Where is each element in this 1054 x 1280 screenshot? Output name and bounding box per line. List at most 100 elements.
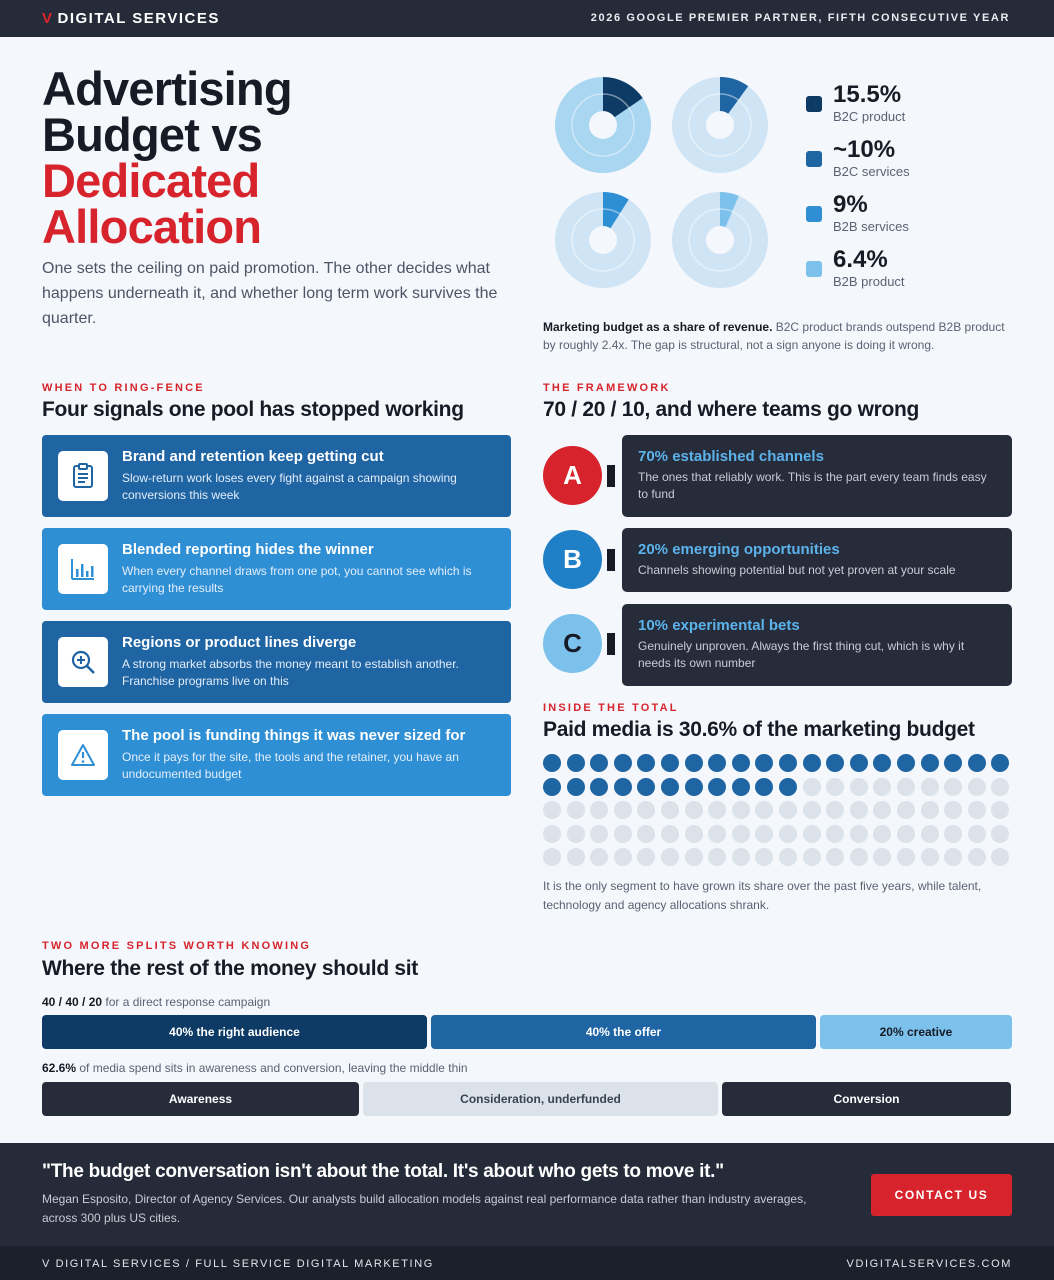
- dot-empty: [826, 848, 845, 866]
- dot-filled: [590, 754, 609, 772]
- paid-media-heading: Paid media is 30.6% of the marketing bud…: [543, 718, 975, 741]
- brand-logo[interactable]: V DIGITAL SERVICES: [42, 10, 220, 27]
- signal-desc: A strong market absorbs the money meant …: [122, 657, 459, 688]
- dot-filled: [684, 777, 703, 796]
- dot-empty: [543, 801, 561, 819]
- dot-filled: [755, 777, 774, 796]
- dot-filled: [661, 754, 679, 772]
- dot-empty: [897, 848, 915, 866]
- dot-empty: [897, 777, 915, 796]
- dot-empty: [920, 848, 939, 866]
- split2-text: of media spend sits in awareness and con…: [79, 1061, 468, 1075]
- signal-card: Blended reporting hides the winner When …: [42, 528, 511, 610]
- dot-empty: [755, 801, 774, 819]
- dot-filled: [897, 754, 915, 772]
- title-line-4: Allocation: [42, 200, 262, 253]
- framework-card: 70% established channels The ones that r…: [622, 435, 1012, 517]
- framework-title: 10% experimental bets: [638, 617, 800, 634]
- dot-empty: [731, 801, 750, 819]
- framework-heading: 70 / 20 / 10, and where teams go wrong: [543, 398, 920, 421]
- dot-empty: [826, 801, 845, 819]
- dot-filled: [755, 754, 774, 772]
- dot-empty: [967, 777, 986, 796]
- dot-empty: [849, 777, 868, 796]
- dot-empty: [944, 777, 963, 796]
- dot-empty: [566, 801, 585, 819]
- dot-empty: [661, 848, 679, 866]
- partner-tagline: 2026 GOOGLE PREMIER PARTNER, FIFTH CONSE…: [590, 12, 1010, 24]
- dot-empty: [897, 801, 915, 819]
- signal-card: Regions or product lines diverge A stron…: [42, 621, 511, 703]
- framework-title: 70% established channels: [638, 448, 824, 465]
- dot-filled: [543, 754, 561, 772]
- framework-letter-b: B: [543, 530, 602, 589]
- donut-hole: [589, 111, 617, 139]
- dot-filled: [684, 754, 703, 772]
- dot-filled: [613, 777, 632, 796]
- dot-empty: [566, 824, 585, 843]
- dot-empty: [613, 801, 632, 819]
- legend-item: 6.4% B2B product: [806, 245, 1016, 300]
- framework-card: 20% emerging opportunities Channels show…: [622, 528, 1012, 592]
- dot-empty: [543, 848, 561, 866]
- dot-empty: [920, 777, 939, 796]
- dot-empty: [967, 848, 986, 866]
- dot-empty: [708, 824, 727, 843]
- signal-title: Regions or product lines diverge: [122, 634, 357, 651]
- dot-empty: [543, 824, 561, 843]
- dot-empty: [873, 777, 892, 796]
- dot-empty: [944, 801, 963, 819]
- legend-label: B2C product: [833, 109, 906, 124]
- legend-value: ~10%: [833, 136, 896, 163]
- dot-filled: [613, 754, 632, 772]
- quote-attribution: Megan Esposito, Director of Agency Servi…: [42, 1192, 807, 1225]
- dot-empty: [637, 848, 656, 866]
- framework-eyebrow: THE FRAMEWORK: [543, 382, 671, 394]
- paid-media-note: It is the only segment to have grown its…: [543, 879, 982, 912]
- warning-icon: [58, 730, 108, 780]
- signals-eyebrow: WHEN TO RING-FENCE: [42, 382, 205, 394]
- dot-empty: [849, 848, 868, 866]
- footer-website-link[interactable]: VDIGITALSERVICES.COM: [846, 1258, 1012, 1270]
- donut-hole: [706, 226, 734, 254]
- donut-ring: [571, 93, 635, 157]
- framework-connector: [607, 465, 615, 487]
- dot-empty: [967, 824, 986, 843]
- dot-empty: [802, 777, 821, 796]
- dot-empty: [613, 848, 632, 866]
- donut-note-lead: Marketing budget as a share of revenue.: [543, 320, 773, 334]
- bar-chart-icon: [58, 544, 108, 594]
- footer-left: V DIGITAL SERVICES / FULL SERVICE DIGITA…: [42, 1258, 434, 1270]
- legend-label: B2B product: [833, 274, 905, 289]
- dot-empty: [590, 824, 609, 843]
- contact-us-button[interactable]: CONTACT US: [871, 1174, 1012, 1216]
- dot-empty: [920, 824, 939, 843]
- dot-empty: [920, 801, 939, 819]
- dot-empty: [967, 801, 986, 819]
- dot-empty: [991, 824, 1010, 843]
- title-line-3: Dedicated: [42, 154, 260, 207]
- donut-legend: 15.5% B2C product ~10% B2C services 9% B2B se…: [806, 80, 1016, 300]
- donut-b2b-services: [555, 192, 651, 288]
- dot-filled: [637, 777, 656, 796]
- dot-filled: [566, 777, 585, 796]
- legend-item: 9% B2B services: [806, 190, 1016, 245]
- donut-b2c-services: [672, 77, 768, 173]
- split-segment: 40% the right audience: [42, 1015, 427, 1049]
- dot-empty: [590, 801, 609, 819]
- dot-empty: [802, 801, 821, 819]
- split-segment: 20% creative: [820, 1015, 1012, 1049]
- donut-hole: [589, 226, 617, 254]
- dot-empty: [661, 801, 679, 819]
- dot-empty: [566, 848, 585, 866]
- dot-filled: [849, 754, 868, 772]
- title-line-1: Advertising: [42, 62, 293, 115]
- dot-filled: [637, 754, 656, 772]
- page-subtitle: One sets the ceiling on paid promotion. …: [42, 260, 498, 327]
- dot-empty: [779, 801, 797, 819]
- framework-card: 10% experimental bets Genuinely unproven…: [622, 604, 1012, 686]
- dot-filled: [566, 754, 585, 772]
- dot-empty: [873, 824, 892, 843]
- dot-empty: [613, 824, 632, 843]
- legend-swatch: [806, 96, 822, 112]
